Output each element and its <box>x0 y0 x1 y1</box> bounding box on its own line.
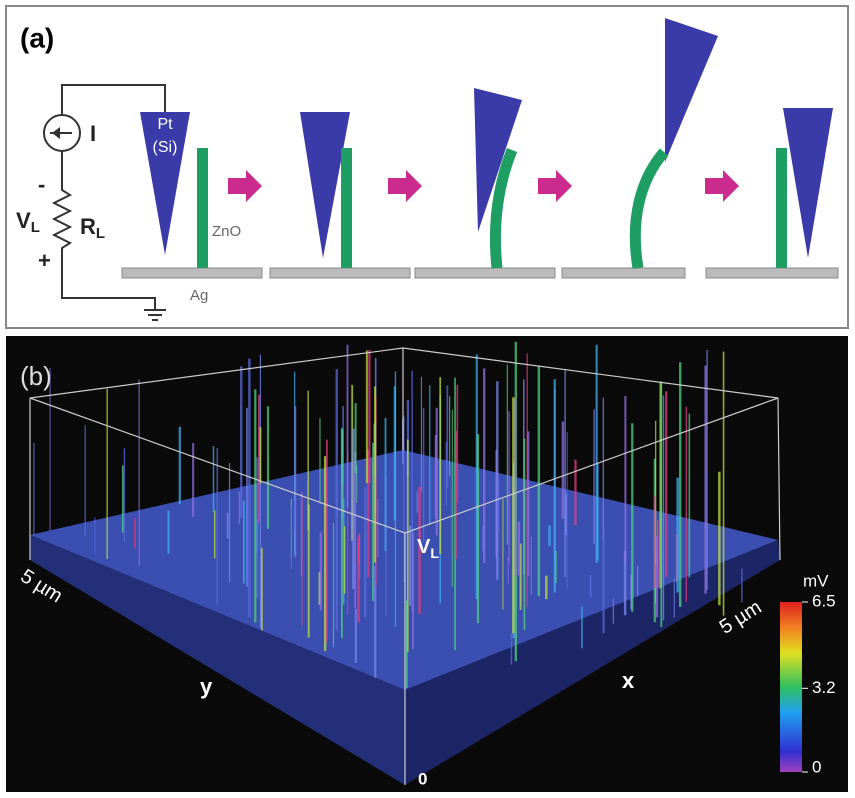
axis-label-main: V <box>417 536 431 558</box>
colorbar-tick-label: 0 <box>812 757 821 776</box>
panel-label: (a) <box>20 22 54 53</box>
current-label: I <box>90 121 96 146</box>
current-arrow <box>52 127 60 139</box>
substrate-label: Ag <box>190 287 208 304</box>
colorbar-tick-label: 6.5 <box>812 591 836 610</box>
panel-a-frame <box>5 5 849 329</box>
x-axis-label: x <box>622 668 635 693</box>
panel-label: (b) <box>20 361 52 391</box>
bent-nanowires <box>490 147 669 269</box>
colorbar-unit: mV <box>803 571 829 590</box>
tip-label: Pt <box>157 116 173 133</box>
afm-tips <box>140 18 833 258</box>
substrates <box>121 267 839 279</box>
origin-label: 0 <box>418 769 427 788</box>
resistor-label: RL <box>80 214 105 242</box>
y-axis-label: y <box>200 674 213 699</box>
surface-left-side <box>30 535 405 785</box>
axis-label-sub: L <box>430 545 439 561</box>
axis-label: VL <box>417 536 439 560</box>
voltage-sub: L <box>31 219 40 236</box>
resistor-main: R <box>80 214 96 239</box>
voltage-label: VL <box>16 208 40 236</box>
resistor-sub: L <box>96 225 105 242</box>
nanowires <box>197 148 787 268</box>
bounding-box <box>29 347 781 785</box>
nanowire-label: ZnO <box>212 223 241 240</box>
step-arrows <box>228 170 739 202</box>
tip-core-label: (Si) <box>153 139 178 156</box>
minus-sign: - <box>38 172 45 197</box>
colorbar <box>780 602 802 772</box>
colorbar-tick-label: 3.2 <box>812 678 836 697</box>
circuit <box>43 84 166 321</box>
colorbar-ticks: 0 3.2 6.5 <box>802 591 836 776</box>
plus-sign: + <box>38 248 51 273</box>
voltage-main: V <box>16 208 31 233</box>
